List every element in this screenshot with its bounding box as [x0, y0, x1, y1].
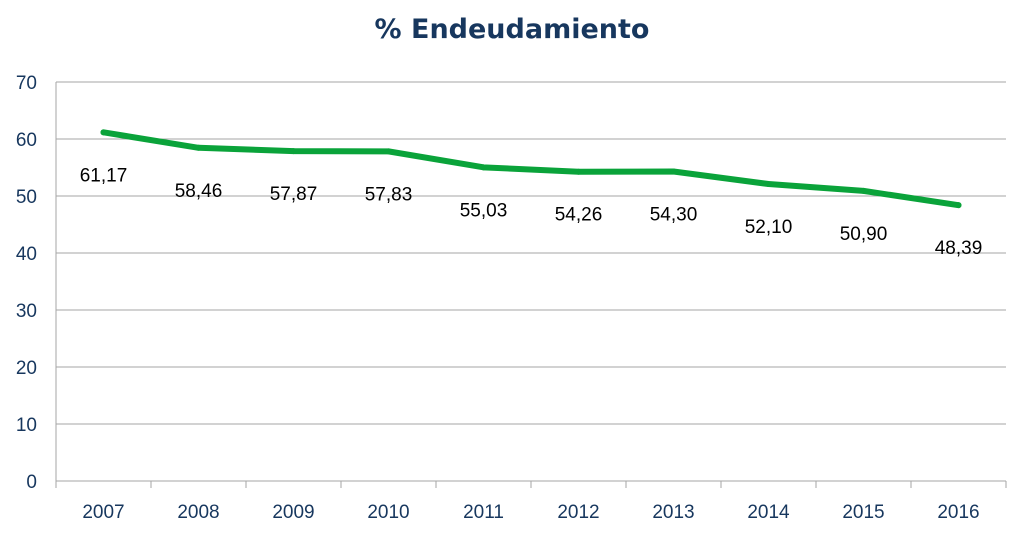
- data-point: [575, 168, 582, 175]
- series-line: [100, 129, 962, 209]
- series-layer: [100, 129, 962, 209]
- axes: 0 10 20 30 40 50 60 70 2007 2008 2009 2010 2011 2012 2…: [16, 73, 1007, 523]
- y-tick-label: 30: [16, 301, 37, 322]
- data-label: 48,39: [935, 238, 983, 259]
- x-tick-label: 2007: [82, 502, 124, 523]
- x-tick-label: 2010: [367, 502, 409, 523]
- y-tick-label: 50: [16, 187, 37, 208]
- y-tick-label: 70: [16, 73, 37, 94]
- x-tick-label: 2014: [747, 502, 790, 523]
- x-tick-label: 2013: [652, 502, 694, 523]
- data-label: 57,83: [365, 184, 413, 205]
- y-tick-label: 10: [16, 415, 37, 436]
- x-tick-label: 2011: [463, 502, 504, 523]
- x-tick-label: 2015: [842, 502, 884, 523]
- y-tick-label: 40: [16, 244, 37, 265]
- data-label: 52,10: [745, 217, 793, 238]
- data-label: 55,03: [460, 200, 508, 221]
- y-tick-label: 20: [16, 358, 37, 379]
- data-point: [290, 148, 297, 155]
- x-tick-label: 2016: [937, 502, 979, 523]
- data-point: [195, 144, 202, 151]
- data-point: [955, 202, 962, 209]
- y-tick-label: 60: [16, 130, 37, 151]
- data-point: [385, 148, 392, 155]
- data-label: 58,46: [175, 181, 223, 202]
- data-point: [860, 187, 867, 194]
- y-tick-label: 0: [26, 472, 37, 493]
- x-tick-label: 2008: [177, 502, 219, 523]
- data-label: 54,30: [650, 204, 698, 225]
- x-tick-label: 2009: [272, 502, 314, 523]
- data-point: [480, 164, 487, 171]
- gridlines: [56, 81, 1006, 482]
- data-labels: 61,17 58,46 57,87 57,83 55,03 54,26 54,30 52,10…: [80, 165, 983, 259]
- data-label: 61,17: [80, 165, 128, 186]
- data-point: [670, 168, 677, 175]
- data-label: 54,26: [555, 205, 603, 226]
- x-tick-label: 2012: [557, 502, 599, 523]
- chart-title: % Endeudamiento: [374, 14, 650, 45]
- data-point: [765, 181, 772, 188]
- data-point: [100, 129, 107, 136]
- data-label: 57,87: [270, 184, 318, 205]
- data-label: 50,90: [840, 224, 888, 245]
